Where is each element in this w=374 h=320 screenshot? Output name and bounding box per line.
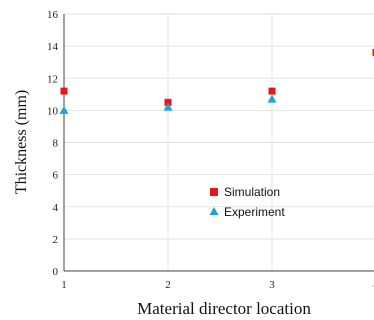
y-tick-label: 12 [47, 73, 58, 85]
y-tick-label: 8 [53, 138, 59, 150]
axes [63, 14, 374, 272]
tick-labels: 02468101214161234 [47, 9, 374, 291]
y-axis-title: Thickness (mm) [13, 90, 30, 194]
simulation-point [60, 87, 68, 95]
x-tick-label: 3 [269, 279, 275, 291]
experiment-point [163, 102, 173, 111]
x-tick-label: 1 [61, 279, 67, 291]
y-tick-label: 2 [53, 234, 59, 246]
x-tick-label: 2 [165, 279, 171, 291]
y-tick-label: 0 [53, 266, 59, 278]
gridlines [64, 13, 374, 271]
legend-simulation-label: Simulation [224, 185, 280, 199]
legend-experiment-marker [209, 207, 219, 215]
y-tick-label: 6 [53, 170, 59, 182]
experiment-point [267, 94, 277, 103]
legend: Simulation Experiment [209, 185, 285, 219]
experiment-point [59, 105, 69, 114]
y-tick-label: 10 [47, 105, 59, 117]
y-tick-label: 16 [47, 9, 59, 21]
legend-simulation-marker [210, 188, 218, 196]
simulation-point [372, 49, 374, 57]
x-axis-title: Material director location [137, 299, 311, 318]
simulation-point [164, 98, 172, 106]
y-tick-label: 14 [47, 41, 59, 53]
legend-experiment-label: Experiment [224, 205, 285, 219]
y-tick-label: 4 [53, 202, 59, 214]
data-points [59, 49, 374, 114]
simulation-point [268, 87, 276, 95]
